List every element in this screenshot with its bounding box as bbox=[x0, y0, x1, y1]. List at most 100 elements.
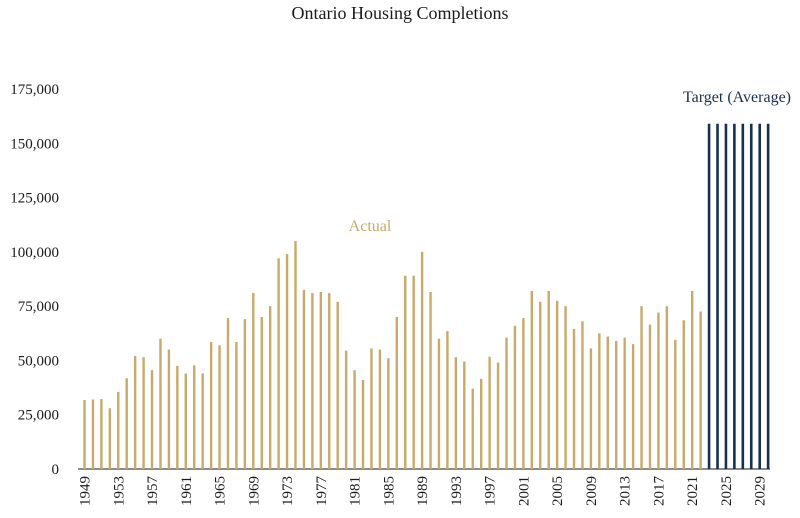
x-tick-label: 1989 bbox=[415, 476, 431, 506]
target-bar bbox=[766, 123, 770, 470]
actual-bar bbox=[150, 370, 154, 469]
actual-bar bbox=[193, 365, 196, 469]
x-tick-label: 1957 bbox=[145, 476, 161, 507]
y-tick-label: 50,000 bbox=[18, 353, 59, 369]
actual-bar bbox=[547, 290, 550, 469]
actual-bar bbox=[100, 399, 103, 469]
bars-group bbox=[83, 123, 770, 470]
x-tick-label: 1953 bbox=[111, 476, 127, 506]
actual-bar bbox=[589, 348, 593, 469]
actual-annotation: Actual bbox=[349, 218, 392, 235]
actual-bar bbox=[412, 275, 415, 469]
actual-bar bbox=[243, 319, 247, 469]
target-annotation: Target (Average) bbox=[683, 89, 791, 106]
actual-bar bbox=[209, 341, 213, 469]
actual-bar bbox=[429, 292, 432, 469]
y-tick-label: 75,000 bbox=[18, 299, 59, 315]
x-tick-label: 2009 bbox=[584, 476, 600, 506]
actual-bar bbox=[505, 337, 508, 469]
actual-bar bbox=[133, 356, 137, 469]
actual-bar bbox=[674, 339, 677, 469]
target-bar bbox=[741, 123, 745, 470]
actual-bar bbox=[404, 275, 407, 469]
y-tick-label: 125,000 bbox=[10, 191, 59, 207]
x-tick-label: 1969 bbox=[246, 476, 262, 506]
y-tick-label: 175,000 bbox=[10, 82, 59, 98]
y-tick-label: 100,000 bbox=[10, 245, 59, 261]
actual-bar bbox=[572, 328, 576, 469]
target-bar bbox=[749, 123, 753, 470]
x-tick-label: 1949 bbox=[78, 476, 94, 506]
actual-bar bbox=[463, 361, 466, 469]
chart-title: Ontario Housing Completions bbox=[291, 3, 509, 23]
actual-bar bbox=[471, 388, 474, 469]
x-tick-label: 2017 bbox=[651, 476, 667, 507]
actual-bar bbox=[260, 317, 263, 469]
actual-bar bbox=[336, 301, 339, 469]
actual-bar bbox=[91, 399, 95, 469]
actual-bar bbox=[142, 357, 145, 469]
actual-bar bbox=[184, 373, 187, 469]
x-tick-label: 1997 bbox=[483, 476, 499, 507]
actual-bar bbox=[479, 378, 483, 469]
actual-bar bbox=[176, 365, 179, 469]
x-tick-label: 1973 bbox=[280, 476, 296, 506]
actual-bar bbox=[277, 258, 280, 469]
actual-bar bbox=[218, 345, 221, 469]
actual-bar bbox=[361, 379, 365, 469]
actual-bar bbox=[159, 338, 162, 469]
actual-bar bbox=[353, 370, 356, 469]
x-tick-label: 1961 bbox=[179, 476, 195, 506]
actual-bar bbox=[631, 344, 635, 469]
x-tick-label: 2001 bbox=[516, 476, 532, 506]
actual-bar bbox=[328, 293, 331, 469]
actual-bar bbox=[598, 333, 601, 469]
actual-bar bbox=[311, 293, 314, 469]
actual-bar bbox=[513, 325, 517, 469]
x-tick-label: 1981 bbox=[348, 476, 364, 506]
x-tick-label: 2029 bbox=[753, 476, 769, 506]
actual-bar bbox=[108, 408, 112, 469]
x-tick-label: 2021 bbox=[685, 476, 701, 506]
y-tick-label: 0 bbox=[52, 462, 60, 478]
actual-bar bbox=[125, 378, 128, 469]
x-tick-label: 2005 bbox=[550, 476, 566, 506]
actual-bar bbox=[581, 321, 584, 469]
actual-bar bbox=[201, 373, 204, 469]
actual-bar bbox=[690, 290, 694, 469]
actual-bar bbox=[555, 300, 559, 469]
actual-bar bbox=[615, 340, 618, 469]
actual-bar bbox=[83, 399, 86, 469]
actual-bar bbox=[657, 312, 660, 469]
actual-bar bbox=[488, 356, 491, 469]
y-tick-labels: 0 25,000 50,000 75,000 100,000 125,000 150,000… bbox=[10, 82, 59, 478]
actual-bar bbox=[378, 349, 382, 469]
actual-bar bbox=[496, 362, 500, 469]
actual-bar bbox=[370, 348, 373, 469]
target-bar bbox=[758, 123, 761, 470]
actual-bar bbox=[387, 358, 390, 469]
x-tick-label: 1965 bbox=[213, 476, 229, 506]
x-tick-label: 2013 bbox=[618, 476, 634, 506]
actual-bar bbox=[344, 350, 348, 469]
actual-bar bbox=[564, 306, 567, 469]
actual-bar bbox=[623, 337, 626, 469]
target-bar bbox=[724, 123, 728, 470]
x-tick-label: 1985 bbox=[381, 476, 397, 506]
actual-bar bbox=[420, 251, 424, 469]
x-tick-label: 1977 bbox=[314, 476, 330, 507]
actual-bar bbox=[117, 391, 120, 469]
actual-bar bbox=[522, 318, 525, 469]
actual-bar bbox=[446, 331, 449, 469]
actual-bar bbox=[294, 241, 297, 469]
x-tick-label: 1993 bbox=[449, 476, 465, 506]
actual-bar bbox=[252, 293, 255, 469]
target-bar bbox=[707, 123, 711, 470]
actual-bar bbox=[437, 338, 441, 469]
actual-bar bbox=[648, 324, 652, 469]
actual-bar bbox=[167, 349, 171, 469]
actual-bar bbox=[665, 306, 669, 469]
actual-bar bbox=[606, 336, 609, 469]
y-tick-label: 25,000 bbox=[18, 408, 59, 424]
y-tick-label: 150,000 bbox=[10, 136, 59, 152]
